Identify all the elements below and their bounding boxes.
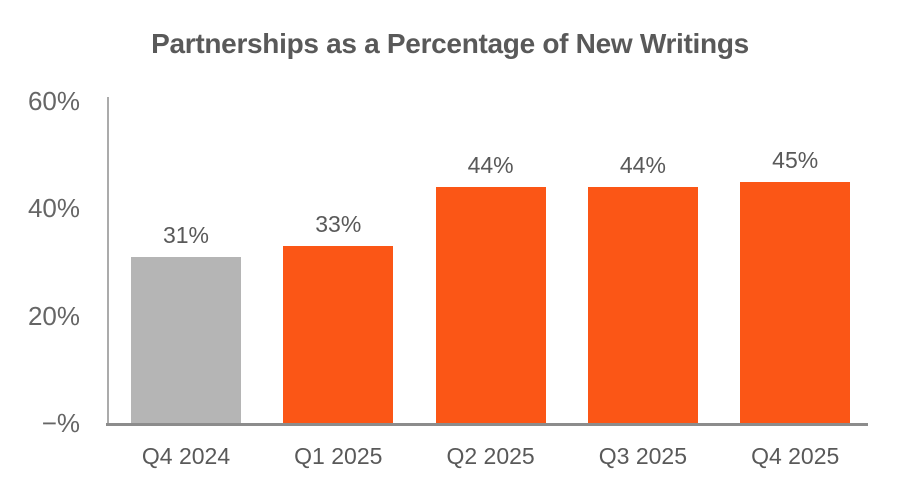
bar-q1-2025 [283, 245, 394, 423]
y-axis-tick-label: 20% [27, 300, 80, 331]
y-axis-tick-label: 60% [27, 86, 80, 117]
bar-q2-2025 [435, 186, 546, 423]
bar-q4-2025 [740, 181, 851, 423]
x-axis-label-q2-2025: Q2 2025 [446, 443, 535, 469]
bar-value-label-q4-2025: 45% [772, 146, 819, 173]
y-axis-tick-label: −% [41, 408, 80, 438]
x-axis-label-q3-2025: Q3 2025 [598, 443, 688, 469]
x-axis-label-q4-2024: Q4 2024 [141, 443, 231, 469]
bar-value-label-q1-2025: 33% [315, 210, 362, 237]
bar-value-label-q3-2025: 44% [619, 151, 666, 178]
bar-value-label-q4-2024: 31% [162, 221, 210, 248]
x-axis-label-q1-2025: Q1 2025 [294, 443, 383, 469]
bar-q4-2024 [131, 256, 241, 423]
y-axis-tick-label: 40% [27, 193, 80, 224]
chart-title: Partnerships as a Percentage of New Writ… [151, 28, 749, 59]
x-axis-line [106, 423, 868, 426]
y-axis-line [107, 97, 109, 423]
bar-value-label-q2-2025: 44% [467, 151, 514, 178]
bar-q3-2025 [587, 186, 698, 423]
x-axis-label-q4-2025: Q4 2025 [751, 443, 840, 469]
